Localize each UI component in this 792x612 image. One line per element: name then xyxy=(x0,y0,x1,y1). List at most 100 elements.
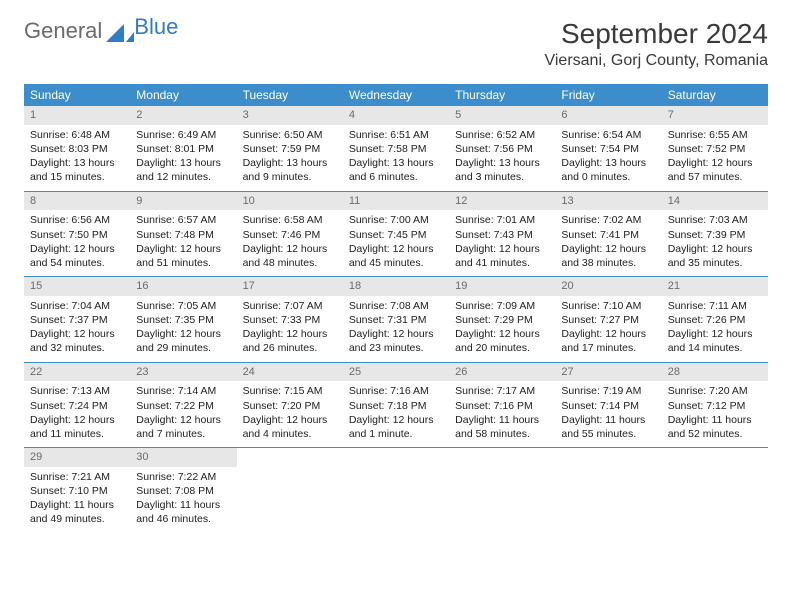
day-body: Sunrise: 7:07 AMSunset: 7:33 PMDaylight:… xyxy=(237,299,343,356)
day-number: 30 xyxy=(130,448,236,467)
day-number: 7 xyxy=(662,106,768,125)
sunset: Sunset: 7:37 PM xyxy=(30,313,124,327)
day-body: Sunrise: 7:22 AMSunset: 7:08 PMDaylight:… xyxy=(130,470,236,527)
sunrise: Sunrise: 6:50 AM xyxy=(243,128,337,142)
day-cell xyxy=(662,448,768,533)
day-cell: 19 Sunrise: 7:09 AMSunset: 7:29 PMDayligh… xyxy=(449,277,555,362)
day-cell: 13Sunrise: 7:02 AMSunset: 7:41 PMDayligh… xyxy=(555,192,661,277)
day-cell: 11Sunrise: 7:00 AMSunset: 7:45 PMDayligh… xyxy=(343,192,449,277)
sunrise: Sunrise: 7:07 AM xyxy=(243,299,337,313)
daylight: Daylight: 12 hours and 11 minutes. xyxy=(30,413,124,441)
sunset: Sunset: 8:03 PM xyxy=(30,142,124,156)
sunrise: Sunrise: 7:10 AM xyxy=(561,299,655,313)
day-number: 26 xyxy=(449,363,555,382)
day-body: Sunrise: 7:03 AMSunset: 7:39 PMDaylight:… xyxy=(662,213,768,270)
day-body: Sunrise: 6:58 AMSunset: 7:46 PMDaylight:… xyxy=(237,213,343,270)
day-header: Saturday xyxy=(662,84,768,106)
day-cell: 24 Sunrise: 7:15 AMSunset: 7:20 PMDayligh… xyxy=(237,363,343,448)
sunrise: Sunrise: 7:02 AM xyxy=(561,213,655,227)
daylight: Daylight: 11 hours and 49 minutes. xyxy=(30,498,124,526)
daylight: Daylight: 13 hours and 6 minutes. xyxy=(349,156,443,184)
day-number: 19 xyxy=(449,277,555,296)
sunrise: Sunrise: 7:14 AM xyxy=(136,384,230,398)
daylight: Daylight: 11 hours and 46 minutes. xyxy=(136,498,230,526)
day-body: Sunrise: 7:05 AMSunset: 7:35 PMDaylight:… xyxy=(130,299,236,356)
sunset: Sunset: 7:08 PM xyxy=(136,484,230,498)
day-number: 28 xyxy=(662,363,768,382)
day-cell: 6Sunrise: 6:54 AMSunset: 7:54 PMDaylight… xyxy=(555,106,661,191)
sunrise: Sunrise: 7:19 AM xyxy=(561,384,655,398)
sunrise: Sunrise: 6:51 AM xyxy=(349,128,443,142)
day-number: 14 xyxy=(662,192,768,211)
sunrise: Sunrise: 7:13 AM xyxy=(30,384,124,398)
week-row: 1Sunrise: 6:48 AMSunset: 8:03 PMDaylight… xyxy=(24,106,768,192)
day-header: Friday xyxy=(555,84,661,106)
logo-triangle-icon xyxy=(106,22,134,40)
sunrise: Sunrise: 6:49 AM xyxy=(136,128,230,142)
daylight: Daylight: 12 hours and 20 minutes. xyxy=(455,327,549,355)
sunrise: Sunrise: 7:05 AM xyxy=(136,299,230,313)
day-number: 24 xyxy=(237,363,343,382)
sunrise: Sunrise: 6:57 AM xyxy=(136,213,230,227)
daylight: Daylight: 12 hours and 32 minutes. xyxy=(30,327,124,355)
sunset: Sunset: 7:26 PM xyxy=(668,313,762,327)
day-cell: 29Sunrise: 7:21 AMSunset: 7:10 PMDayligh… xyxy=(24,448,130,533)
logo-text-gray: General xyxy=(24,18,102,44)
daylight: Daylight: 12 hours and 17 minutes. xyxy=(561,327,655,355)
sunset: Sunset: 7:41 PM xyxy=(561,228,655,242)
day-body: Sunrise: 7:21 AMSunset: 7:10 PMDaylight:… xyxy=(24,470,130,527)
day-cell: 15Sunrise: 7:04 AMSunset: 7:37 PMDayligh… xyxy=(24,277,130,362)
sunset: Sunset: 7:39 PM xyxy=(668,228,762,242)
day-body: Sunrise: 7:08 AMSunset: 7:31 PMDaylight:… xyxy=(343,299,449,356)
day-number: 9 xyxy=(130,192,236,211)
day-header: Sunday xyxy=(24,84,130,106)
day-cell: 9 Sunrise: 6:57 AMSunset: 7:48 PMDaylight… xyxy=(130,192,236,277)
day-number: 17 xyxy=(237,277,343,296)
day-cell: 5Sunrise: 6:52 AMSunset: 7:56 PMDaylight… xyxy=(449,106,555,191)
sunrise: Sunrise: 7:21 AM xyxy=(30,470,124,484)
daylight: Daylight: 12 hours and 1 minute. xyxy=(349,413,443,441)
calendar: SundayMondayTuesdayWednesdayThursdayFrid… xyxy=(24,84,768,533)
day-cell: 2Sunrise: 6:49 AMSunset: 8:01 PMDaylight… xyxy=(130,106,236,191)
daylight: Daylight: 12 hours and 51 minutes. xyxy=(136,242,230,270)
daylight: Daylight: 12 hours and 57 minutes. xyxy=(668,156,762,184)
day-body: Sunrise: 7:01 AMSunset: 7:43 PMDaylight:… xyxy=(449,213,555,270)
logo-text-blue: Blue xyxy=(134,14,178,40)
day-number: 10 xyxy=(237,192,343,211)
day-number: 3 xyxy=(237,106,343,125)
sunset: Sunset: 7:10 PM xyxy=(30,484,124,498)
day-body: Sunrise: 7:04 AMSunset: 7:37 PMDaylight:… xyxy=(24,299,130,356)
sunset: Sunset: 7:12 PM xyxy=(668,399,762,413)
sunset: Sunset: 7:22 PM xyxy=(136,399,230,413)
day-body: Sunrise: 7:10 AMSunset: 7:27 PMDaylight:… xyxy=(555,299,661,356)
day-cell xyxy=(555,448,661,533)
day-number: 12 xyxy=(449,192,555,211)
day-body: Sunrise: 6:52 AMSunset: 7:56 PMDaylight:… xyxy=(449,128,555,185)
day-cell: 3 Sunrise: 6:50 AMSunset: 7:59 PMDaylight… xyxy=(237,106,343,191)
daylight: Daylight: 13 hours and 3 minutes. xyxy=(455,156,549,184)
logo: General Blue xyxy=(24,18,178,44)
day-body: Sunrise: 7:20 AMSunset: 7:12 PMDaylight:… xyxy=(662,384,768,441)
sunrise: Sunrise: 7:08 AM xyxy=(349,299,443,313)
day-body: Sunrise: 7:09 AMSunset: 7:29 PMDaylight:… xyxy=(449,299,555,356)
day-number: 27 xyxy=(555,363,661,382)
day-body: Sunrise: 7:14 AMSunset: 7:22 PMDaylight:… xyxy=(130,384,236,441)
month-title: September 2024 xyxy=(544,18,768,50)
week-row: 15Sunrise: 7:04 AMSunset: 7:37 PMDayligh… xyxy=(24,277,768,363)
sunset: Sunset: 7:46 PM xyxy=(243,228,337,242)
sunset: Sunset: 7:16 PM xyxy=(455,399,549,413)
day-header: Thursday xyxy=(449,84,555,106)
day-body: Sunrise: 7:15 AMSunset: 7:20 PMDaylight:… xyxy=(237,384,343,441)
daylight: Daylight: 12 hours and 29 minutes. xyxy=(136,327,230,355)
day-header: Wednesday xyxy=(343,84,449,106)
day-number: 21 xyxy=(662,277,768,296)
day-body: Sunrise: 6:57 AMSunset: 7:48 PMDaylight:… xyxy=(130,213,236,270)
day-body: Sunrise: 6:50 AMSunset: 7:59 PMDaylight:… xyxy=(237,128,343,185)
sunset: Sunset: 7:35 PM xyxy=(136,313,230,327)
day-body: Sunrise: 6:54 AMSunset: 7:54 PMDaylight:… xyxy=(555,128,661,185)
daylight: Daylight: 12 hours and 23 minutes. xyxy=(349,327,443,355)
daylight: Daylight: 12 hours and 26 minutes. xyxy=(243,327,337,355)
day-number: 18 xyxy=(343,277,449,296)
day-cell: 28 Sunrise: 7:20 AMSunset: 7:12 PMDayligh… xyxy=(662,363,768,448)
day-cell xyxy=(237,448,343,533)
